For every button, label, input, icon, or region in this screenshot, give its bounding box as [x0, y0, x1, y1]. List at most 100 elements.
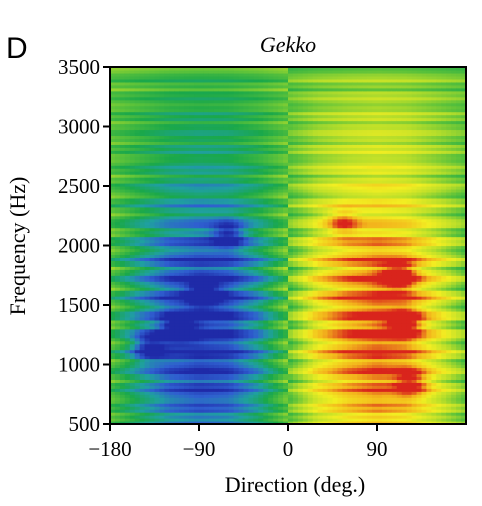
heatmap-cell: [110, 209, 116, 214]
heatmap-cell: [199, 305, 205, 309]
heatmap-cell: [283, 203, 289, 208]
heatmap-cell: [253, 81, 259, 86]
heatmap-cell: [144, 191, 151, 196]
heatmap-cell: [119, 153, 126, 157]
heatmap-cell: [159, 328, 165, 333]
heatmap-cell: [174, 409, 180, 413]
heatmap-cell: [238, 75, 245, 80]
heatmap-cell: [179, 251, 185, 256]
heatmap-cell: [110, 322, 116, 327]
heatmap-cell: [268, 403, 274, 407]
heatmap-cell: [223, 394, 230, 398]
heatmap-cell: [213, 141, 220, 145]
heatmap-cell: [159, 224, 165, 229]
heatmap-cell: [278, 319, 284, 324]
heatmap-cell: [110, 242, 116, 247]
heatmap-cell: [159, 373, 165, 377]
heatmap-cell: [124, 135, 131, 139]
heatmap-cell: [194, 141, 200, 145]
heatmap-cell: [174, 111, 180, 116]
heatmap-cell: [124, 75, 131, 80]
heatmap-cell: [129, 221, 136, 226]
heatmap-cell: [297, 307, 304, 312]
heatmap-cell: [149, 275, 156, 279]
heatmap-cell: [134, 254, 141, 258]
heatmap-cell: [134, 334, 141, 339]
heatmap-cell: [159, 188, 165, 193]
heatmap-cell: [124, 296, 131, 300]
heatmap-cell: [119, 180, 126, 184]
heatmap-cell: [223, 153, 230, 157]
heatmap-cell: [292, 236, 299, 241]
heatmap-cell: [159, 305, 165, 309]
heatmap-cell: [169, 144, 175, 148]
heatmap-cell: [218, 388, 225, 392]
heatmap-cell: [114, 421, 121, 425]
heatmap-cell: [110, 90, 116, 95]
heatmap-cell: [258, 75, 264, 80]
heatmap-cell: [179, 346, 185, 351]
heatmap-cell: [208, 177, 215, 181]
heatmap-cell: [169, 209, 175, 214]
heatmap-cell: [159, 165, 165, 169]
heatmap-cell: [174, 299, 180, 303]
heatmap-cell: [114, 379, 121, 383]
heatmap-cell: [154, 159, 161, 163]
heatmap-cell: [208, 90, 215, 95]
heatmap-cell: [288, 126, 294, 131]
heatmap-cell: [149, 123, 156, 128]
heatmap-cell: [218, 84, 225, 89]
heatmap-cell: [208, 194, 215, 199]
heatmap-cell: [288, 102, 294, 107]
heatmap-cell: [154, 209, 161, 214]
heatmap-cell: [134, 165, 141, 169]
heatmap-cell: [292, 287, 299, 291]
heatmap-cell: [218, 299, 225, 303]
heatmap-cell: [189, 406, 195, 410]
heatmap-cell: [288, 123, 294, 128]
heatmap-cell: [164, 78, 170, 83]
heatmap-cell: [307, 316, 314, 321]
heatmap-cell: [194, 355, 200, 360]
heatmap-cell: [297, 293, 304, 297]
heatmap-cell: [134, 114, 141, 119]
heatmap-cell: [218, 239, 225, 244]
heatmap-cell: [174, 120, 180, 125]
heatmap-cell: [144, 257, 151, 261]
heatmap-cell: [194, 236, 200, 241]
heatmap-cell: [223, 123, 230, 128]
heatmap-cell: [258, 275, 264, 279]
heatmap-cell: [194, 269, 200, 273]
heatmap-cell: [297, 346, 304, 351]
heatmap-cell: [154, 171, 161, 175]
heatmap-cell: [248, 266, 254, 270]
heatmap-cell: [149, 224, 156, 229]
heatmap-cell: [134, 412, 141, 416]
heatmap-cell: [154, 260, 161, 264]
heatmap-cell: [223, 200, 230, 205]
heatmap-cell: [119, 209, 126, 214]
heatmap-cell: [184, 394, 190, 398]
heatmap-cell: [248, 78, 254, 83]
heatmap-cell: [174, 352, 180, 357]
heatmap-cell: [268, 90, 274, 95]
heatmap-cell: [203, 382, 210, 386]
heatmap-cell: [169, 239, 175, 244]
heatmap-cell: [119, 379, 126, 383]
heatmap-cell: [258, 230, 264, 235]
heatmap-cell: [268, 120, 274, 125]
heatmap-cell: [268, 135, 274, 139]
heatmap-cell: [223, 406, 230, 410]
heatmap-cell: [248, 224, 254, 229]
heatmap-cell: [268, 382, 274, 386]
heatmap-cell: [288, 117, 294, 122]
heatmap-cell: [159, 287, 165, 291]
heatmap-cell: [278, 144, 284, 148]
heatmap-cell: [174, 221, 180, 226]
heatmap-cell: [159, 177, 165, 181]
heatmap-cell: [110, 105, 116, 110]
heatmap-cell: [169, 418, 175, 422]
heatmap-cell: [283, 257, 289, 261]
heatmap-cell: [149, 325, 156, 330]
heatmap-cell: [302, 197, 309, 202]
